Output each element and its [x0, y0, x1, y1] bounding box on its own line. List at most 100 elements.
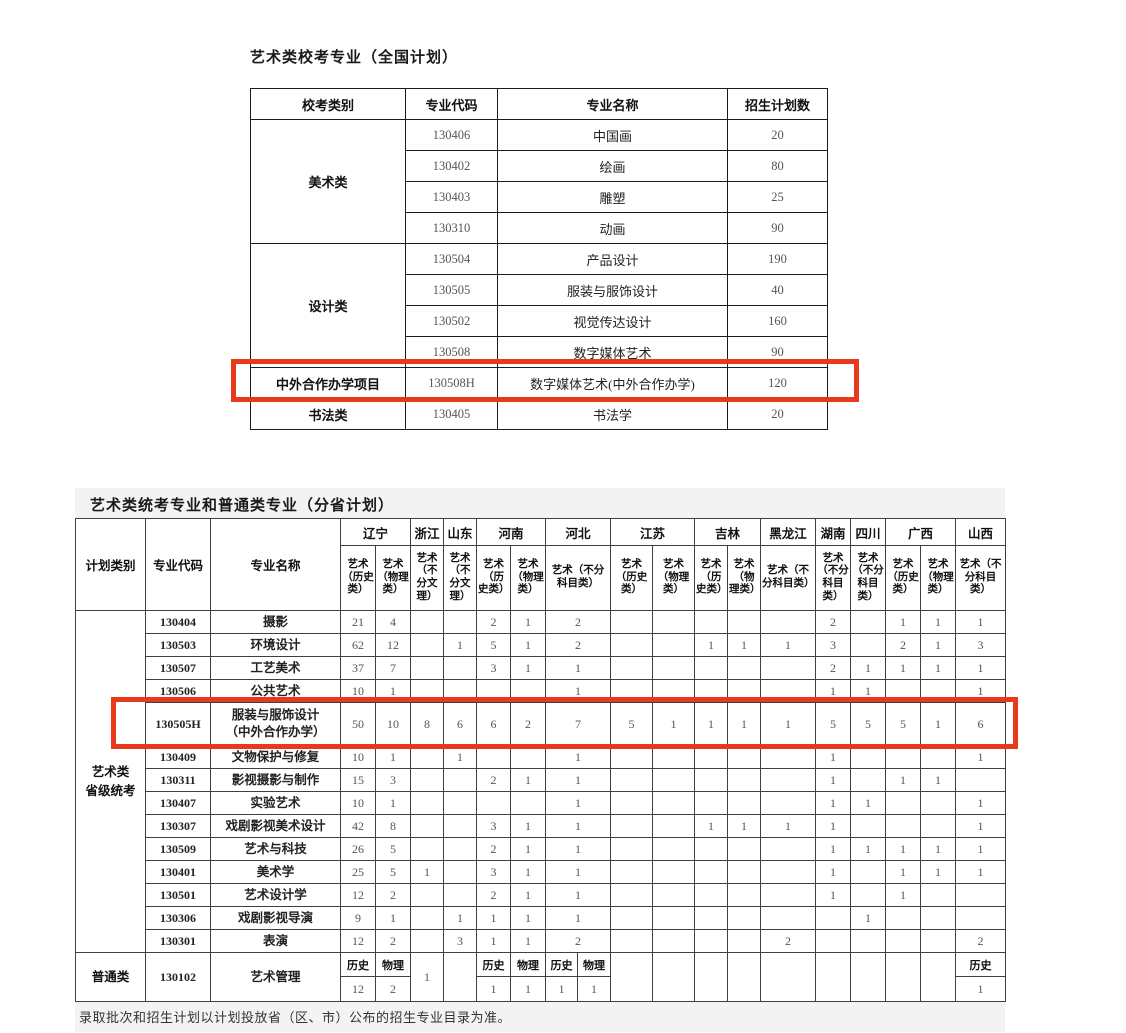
column-header: 校考类别 [250, 88, 406, 120]
major-name-cell: 戏剧影视导演 [210, 906, 341, 930]
value-cell: 1 [885, 837, 921, 861]
value-cell [443, 679, 477, 703]
value-cell: 1 [510, 814, 546, 838]
value-cell: 5 [375, 837, 411, 861]
value-cell: 10 [375, 702, 411, 746]
plan-count-cell: 90 [727, 212, 828, 244]
value-cell [652, 883, 695, 907]
value-cell: 37 [340, 656, 376, 680]
subject-header: 艺术（不分科目类） [850, 545, 886, 611]
subject-header: 艺术（物理类） [920, 545, 956, 611]
major-name-cell: 书法学 [497, 398, 728, 430]
value-cell [955, 906, 1006, 930]
value-cell: 2 [545, 929, 611, 953]
column-header: 招生计划数 [727, 88, 828, 120]
value-cell: 1 [920, 837, 956, 861]
value-cell: 10 [340, 791, 376, 815]
value-cell [610, 745, 653, 769]
subject-header: 艺术（不分文理） [410, 545, 444, 611]
value-cell: 2 [375, 883, 411, 907]
major-name-cell: 艺术设计学 [210, 883, 341, 907]
subject-header: 艺术（不分科目类） [955, 545, 1006, 611]
value-cell: 5 [850, 702, 886, 746]
major-name-cell: 公共艺术 [210, 679, 341, 703]
value-cell [410, 791, 444, 815]
value-cell [610, 656, 653, 680]
value-cell [410, 768, 444, 792]
value-cell [955, 768, 1006, 792]
value-cell [652, 837, 695, 861]
value-cell: 5 [815, 702, 851, 746]
value-cell [727, 791, 761, 815]
value-cell [815, 929, 851, 953]
value-cell: 62 [340, 633, 376, 657]
value-cell [410, 883, 444, 907]
major-code-cell: 130502 [405, 305, 498, 337]
value-cell: 4 [375, 610, 411, 634]
value-cell: 6 [443, 702, 477, 746]
value-cell [694, 791, 728, 815]
value-cell [410, 814, 444, 838]
value-cell [652, 952, 695, 1002]
major-name-cell: 动画 [497, 212, 728, 244]
value-cell [610, 768, 653, 792]
value-cell: 3 [476, 860, 511, 884]
value-cell: 1 [545, 791, 611, 815]
major-name-cell: 影视摄影与制作 [210, 768, 341, 792]
value-cell [410, 906, 444, 930]
value-cell: 1 [545, 768, 611, 792]
value-cell: 1 [760, 633, 816, 657]
value-cell: 1 [955, 976, 1006, 1002]
value-cell [476, 791, 511, 815]
value-cell: 1 [545, 976, 578, 1002]
value-cell: 1 [850, 656, 886, 680]
value-cell [760, 791, 816, 815]
value-cell: 1 [545, 883, 611, 907]
plan-type-cell: 艺术类 省级统考 [75, 610, 146, 953]
value-cell [727, 860, 761, 884]
value-cell: 1 [920, 610, 956, 634]
value-cell: 5 [476, 633, 511, 657]
major-code-cell: 130507 [145, 656, 211, 680]
value-cell: 2 [545, 633, 611, 657]
plan-count-cell: 40 [727, 274, 828, 306]
value-cell [885, 814, 921, 838]
value-cell: 1 [545, 837, 611, 861]
value-cell [410, 745, 444, 769]
value-cell: 12 [340, 883, 376, 907]
value-cell [410, 656, 444, 680]
value-cell [610, 883, 653, 907]
value-cell [885, 929, 921, 953]
value-cell [443, 883, 477, 907]
value-cell: 1 [955, 745, 1006, 769]
major-name-cell: 实验艺术 [210, 791, 341, 815]
value-cell: 1 [577, 976, 611, 1002]
value-cell [727, 768, 761, 792]
subject-header: 艺术（物理类） [727, 545, 761, 611]
value-cell [652, 814, 695, 838]
value-cell [694, 679, 728, 703]
sub-subject-header: 历史 [476, 952, 511, 977]
major-code-cell: 130503 [145, 633, 211, 657]
sub-subject-header: 物理 [375, 952, 411, 977]
major-name-cell: 摄影 [210, 610, 341, 634]
value-cell [610, 633, 653, 657]
major-name-cell: 环境设计 [210, 633, 341, 657]
value-cell [815, 906, 851, 930]
value-cell [410, 610, 444, 634]
province-header: 四川 [850, 518, 886, 546]
value-cell [652, 633, 695, 657]
value-cell [610, 837, 653, 861]
value-cell: 1 [850, 791, 886, 815]
value-cell: 2 [476, 610, 511, 634]
value-cell: 1 [920, 768, 956, 792]
major-name-cell: 雕塑 [497, 181, 728, 213]
subject-header: 艺术（不分文理） [443, 545, 477, 611]
value-cell: 1 [815, 860, 851, 884]
province-header: 江苏 [610, 518, 695, 546]
corner-header: 专业名称 [210, 518, 341, 611]
subject-header: 艺术（不分科目类） [545, 545, 611, 611]
value-cell: 3 [955, 633, 1006, 657]
value-cell: 1 [955, 656, 1006, 680]
